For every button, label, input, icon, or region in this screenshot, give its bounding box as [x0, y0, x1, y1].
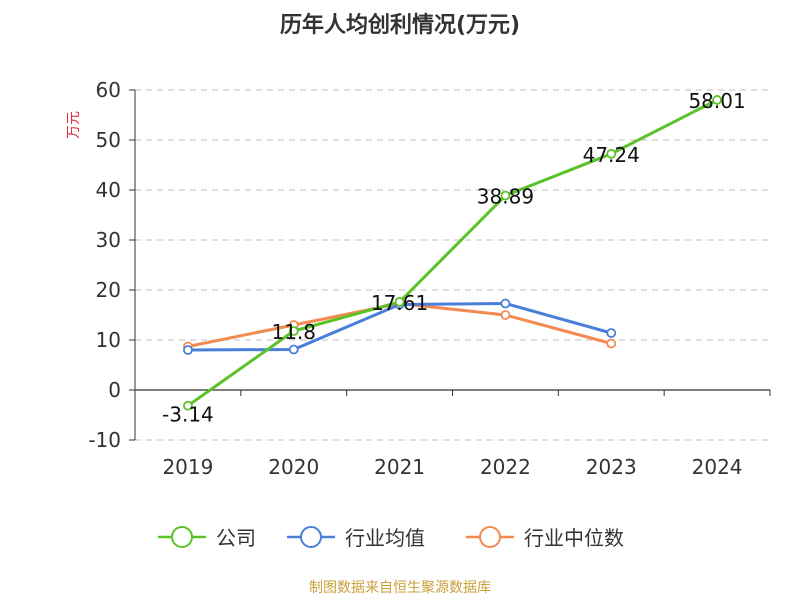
data-label: -3.14	[162, 403, 214, 427]
data-label: 17.61	[371, 291, 428, 315]
legend-item-2[interactable]: 行业中位数	[466, 526, 624, 550]
legend-label: 公司	[216, 526, 256, 550]
y-axis-label: 万元	[66, 111, 82, 139]
data-label: 11.8	[271, 320, 316, 344]
data-point	[394, 297, 405, 307]
legend-swatch-marker	[300, 526, 322, 548]
data-point	[606, 328, 617, 338]
data-point	[500, 310, 511, 320]
y-tick-label: 0	[108, 378, 121, 402]
y-tick-label: 40	[96, 178, 121, 202]
series-layer	[183, 95, 722, 411]
data-point	[500, 190, 511, 201]
x-tick-label: 2020	[268, 455, 319, 479]
y-tick-label: 30	[96, 228, 121, 252]
x-tick-label: 2023	[586, 455, 637, 479]
x-tick-label: 2021	[374, 455, 425, 479]
legend-label: 行业均值	[345, 526, 425, 550]
data-point	[183, 400, 193, 411]
legend-label: 行业中位数	[524, 526, 624, 550]
legend-item-1[interactable]: 行业均值	[287, 526, 425, 550]
source-note: 制图数据来自恒生聚源数据库	[309, 580, 491, 596]
data-point	[712, 95, 722, 105]
series-line-0	[186, 98, 719, 408]
legend[interactable]: 公司 行业均值 行业中位数	[158, 526, 624, 550]
x-tick-label: 2019	[162, 455, 213, 479]
legend-swatch-marker	[479, 526, 501, 548]
legend-swatch-marker	[171, 526, 193, 548]
y-tick-label: 60	[96, 78, 121, 102]
y-tick-label: -10	[88, 428, 121, 452]
x-tick-label: 2022	[480, 455, 531, 479]
legend-item-0[interactable]: 公司	[158, 526, 256, 550]
data-point	[500, 298, 511, 309]
y-tick-label: 10	[96, 328, 121, 352]
data-labels: -3.14 11.8 17.61 38.89 47.24 58.01	[162, 89, 746, 427]
x-tick-label: 2024	[692, 455, 743, 479]
data-point	[288, 326, 299, 336]
y-tick-label: 50	[96, 128, 121, 152]
data-label: 38.89	[477, 185, 534, 209]
data-point	[606, 338, 617, 349]
data-point	[606, 148, 617, 159]
gridlines	[135, 89, 770, 441]
data-label: 47.24	[583, 143, 640, 167]
y-tick-label: 20	[96, 278, 121, 302]
axes: -10 0 10 20 30 40 50 60 2019 2020 2021 2022 2023 2024	[88, 78, 771, 479]
chart-title: 历年人均创利情况(万元)	[280, 12, 520, 38]
data-point	[288, 344, 299, 355]
data-point	[183, 345, 193, 355]
data-label: 58.01	[688, 89, 745, 113]
